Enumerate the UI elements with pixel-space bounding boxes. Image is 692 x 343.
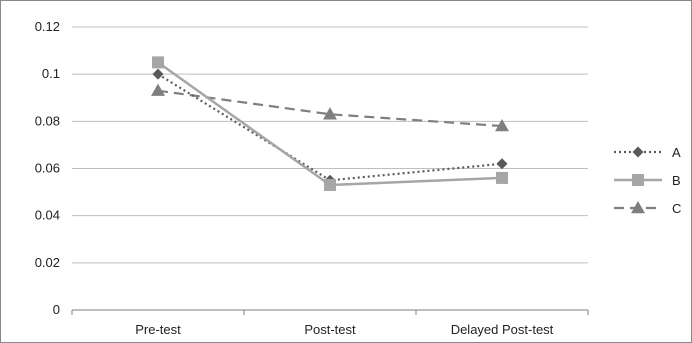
y-tick-label: 0.02 xyxy=(35,255,60,270)
x-tick-label: Post-test xyxy=(304,322,356,337)
legend-label: A xyxy=(672,145,681,160)
series-line xyxy=(157,89,503,128)
data-point xyxy=(324,179,336,192)
series-line xyxy=(157,73,503,182)
legend-marker xyxy=(632,146,644,158)
gridlines xyxy=(72,26,588,264)
data-point xyxy=(151,83,165,96)
series-group xyxy=(151,56,509,192)
series-b xyxy=(152,56,508,192)
y-tick-label: 0 xyxy=(53,302,60,317)
data-point xyxy=(323,107,337,120)
y-tick-label: 0.1 xyxy=(42,66,60,81)
x-tick-label: Pre-test xyxy=(135,322,181,337)
series-line xyxy=(157,61,503,187)
legend-marker xyxy=(631,201,645,214)
data-point xyxy=(152,56,164,69)
axes: 0 0.02 0.04 0.06 0.08 0.1 0.12 Pre-test Post-tes… xyxy=(35,19,589,337)
legend-label: B xyxy=(672,173,681,188)
legend-item-c: C xyxy=(614,201,681,216)
y-tick-label: 0.12 xyxy=(35,19,60,34)
legend-label: C xyxy=(672,201,681,216)
data-point xyxy=(152,68,164,80)
y-tick-label: 0.08 xyxy=(35,113,60,128)
y-tick-label: 0.06 xyxy=(35,161,60,176)
y-tick-label: 0.04 xyxy=(35,208,60,223)
data-point xyxy=(496,171,508,184)
series-c xyxy=(151,83,509,132)
legend-marker xyxy=(632,174,644,186)
legend-item-b: B xyxy=(614,173,681,188)
legend: ABC xyxy=(614,145,681,216)
data-point xyxy=(495,119,509,132)
legend-item-a: A xyxy=(614,145,681,160)
data-point xyxy=(496,158,508,170)
x-tick-label: Delayed Post-test xyxy=(451,322,554,337)
